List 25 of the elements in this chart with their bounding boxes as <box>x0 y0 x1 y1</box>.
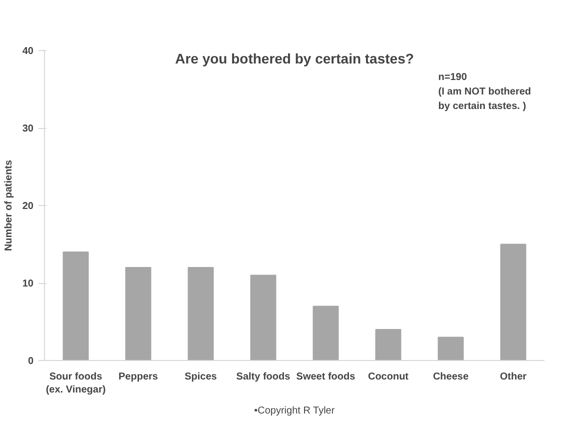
y-tick-label: 40 <box>22 46 34 57</box>
x-tick-label: Coconut <box>368 372 410 382</box>
bar <box>125 267 152 360</box>
x-tick-label: Sweet foods <box>296 372 356 382</box>
bar <box>375 329 402 360</box>
y-tick-label: 20 <box>22 201 34 212</box>
x-tick-label: Salty foods <box>236 372 291 382</box>
chart-title: Are you bothered by certain tastes? <box>175 50 414 66</box>
bar <box>500 244 526 360</box>
bar <box>250 274 276 360</box>
text: •Copyright R Tyler <box>254 406 336 416</box>
x-tick-label: Peppers <box>118 372 158 382</box>
x-tick-label: Other <box>500 372 527 382</box>
bar <box>62 252 89 360</box>
bar <box>312 306 339 360</box>
y-tick-label: 30 <box>22 124 34 134</box>
bar <box>438 336 464 360</box>
y-axis-title: Number of patients <box>3 160 14 252</box>
y-tick-label: 10 <box>22 278 34 290</box>
annotation: n=190 (I am NOT bothered by certain tastes. ) <box>438 72 532 112</box>
y-tick-label: 0 <box>28 356 34 367</box>
x-tick-label: Sour foods (ex. Vinegar) <box>46 372 106 396</box>
bar <box>188 267 214 360</box>
x-tick-label: Spices <box>184 372 218 382</box>
x-tick-label: Cheese <box>432 372 469 382</box>
